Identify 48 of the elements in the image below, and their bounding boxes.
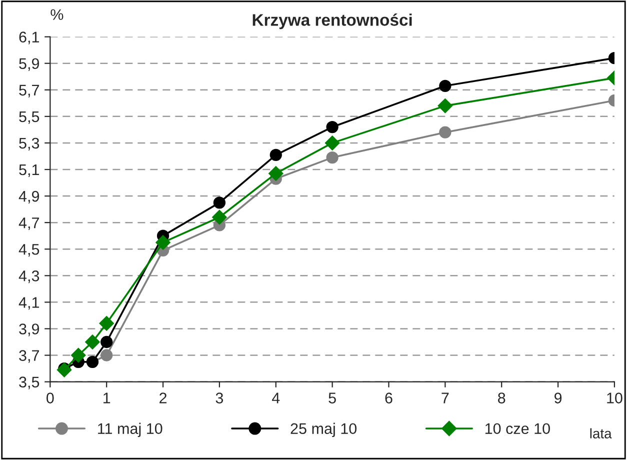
- chart-title: Krzywa rentowności: [252, 13, 412, 30]
- x-tick-label: 2: [160, 392, 166, 404]
- x-tick-label: 1: [104, 392, 110, 404]
- y-tick-label: 4,3: [18, 270, 40, 284]
- legend-label: 11 maj 10: [98, 422, 162, 438]
- point: [99, 316, 114, 331]
- y-tick-label: 5,3: [19, 138, 40, 150]
- y-tick-label: 4,5: [18, 244, 40, 257]
- point: [438, 98, 453, 114]
- x-tick-label: 4: [272, 392, 280, 404]
- point: [268, 166, 284, 181]
- y-tick-label: 3,5: [19, 376, 40, 390]
- point: [439, 126, 452, 138]
- y-tick-label: 4,9: [18, 190, 40, 204]
- x-tick-label: 10: [607, 392, 622, 404]
- point: [213, 196, 226, 209]
- y-tick-label: 4,7: [18, 218, 39, 230]
- point: [326, 120, 338, 134]
- x-tick-label: 6: [385, 392, 392, 404]
- y-tick-label: 5,7: [19, 84, 39, 98]
- x-tick-label: 9: [554, 392, 562, 404]
- point: [100, 349, 113, 362]
- legend-label: 10 cze 10: [485, 423, 550, 434]
- y-tick-label: 5,1: [19, 164, 39, 177]
- y-tick-label: 3,7: [19, 350, 39, 363]
- point: [326, 151, 338, 164]
- point: [439, 80, 452, 92]
- y-axis-title: %: [50, 9, 64, 20]
- y-tick-label: 4,1: [18, 297, 39, 310]
- point: [85, 334, 100, 350]
- x-tick-label: 8: [498, 392, 506, 404]
- legend-label: 25 maj 10: [290, 422, 357, 438]
- point: [56, 362, 72, 378]
- x-tick-label: 3: [216, 392, 224, 404]
- x-axis-title: lata: [590, 428, 612, 438]
- x-tick-label: 7: [442, 392, 449, 404]
- point: [100, 336, 113, 348]
- y-tick-label: 5,5: [19, 111, 40, 124]
- point: [270, 148, 282, 161]
- point: [70, 348, 86, 363]
- point: [156, 235, 170, 250]
- point: [324, 136, 340, 150]
- point: [212, 210, 227, 225]
- y-tick-label: 3,9: [19, 324, 40, 336]
- x-tick-label: 5: [328, 392, 336, 404]
- y-tick-label: 6,1: [19, 32, 39, 44]
- x-tick-label: 0: [46, 392, 54, 404]
- y-tick-label: 5,9: [19, 58, 40, 71]
